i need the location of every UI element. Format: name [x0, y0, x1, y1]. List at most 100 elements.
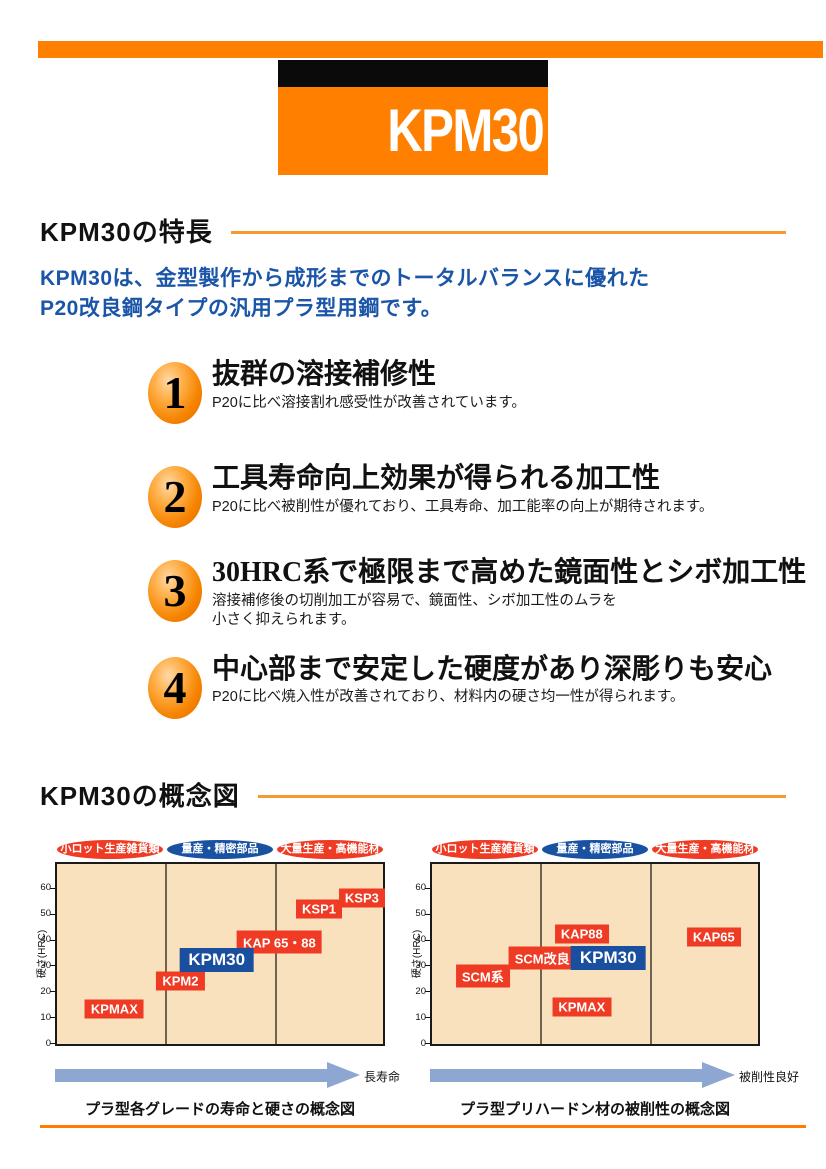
grade-label-KPMAX: KPMAX: [84, 999, 144, 1019]
top-accent-bar: [38, 41, 823, 58]
zone-divider-2: [650, 864, 652, 1044]
feature-item-2: 2 工具寿命向上効果が得られる加工性 P20に比べ被削性が優れており、工具寿命、…: [148, 462, 810, 528]
zone-oval-2: 量産・精密部品: [542, 840, 648, 859]
zone-oval-3: 大量生産・高機能材: [277, 840, 383, 859]
y-tick-label-60: 60: [415, 882, 426, 894]
y-axis-title: 硬さ(HRC): [37, 929, 48, 979]
y-tick-mark-0: [425, 1043, 430, 1044]
y-tick-mark-10: [50, 1017, 55, 1019]
diagrams-heading-rule: [257, 795, 786, 798]
brand-block: KPM30: [278, 60, 548, 175]
number-badge-1: 1: [148, 362, 202, 424]
y-tick-mark-20: [425, 991, 430, 993]
y-tick-mark-30: [425, 965, 430, 967]
grade-label-KPM30: KPM30: [179, 948, 255, 973]
feature-text-3: 30HRC系で極限まで高めた鏡面性とシボ加工性 溶接補修後の切削加工が容易で、鏡…: [212, 556, 806, 631]
feature-item-3: 3 30HRC系で極限まで高めた鏡面性とシボ加工性 溶接補修後の切削加工が容易で…: [148, 556, 810, 631]
y-tick-label-10: 10: [40, 1011, 51, 1023]
chart-caption: プラ型各グレードの寿命と硬さの概念図: [84, 1101, 355, 1118]
y-tick-mark-50: [425, 913, 430, 915]
features-heading-text: KPM30の特長: [40, 217, 213, 247]
feature-desc-3-line1: 溶接補修後の切削加工が容易で、鏡面性、シボ加工性のムラを: [212, 592, 617, 609]
feature-title-2: 工具寿命向上効果が得られる加工性: [212, 463, 661, 494]
y-tick-mark-60: [425, 887, 430, 889]
grade-label-SCM改良: SCM改良: [508, 946, 576, 970]
feature-text-2: 工具寿命向上効果が得られる加工性 P20に比べ被削性が優れており、工具寿命、加工…: [212, 462, 713, 517]
feature-item-1: 1 抜群の溶接補修性 P20に比べ溶接割れ感受性が改善されています。: [148, 358, 810, 424]
x-arrow-label: 長寿命: [364, 1070, 401, 1084]
y-tick-label-20: 20: [40, 985, 51, 997]
y-tick-label-40: 40: [415, 934, 426, 946]
y-tick-mark-50: [50, 913, 55, 915]
chart-caption: プラ型プリハードン材の被削性の概念図: [459, 1101, 730, 1118]
number-badge-2: 2: [148, 466, 202, 528]
y-tick-label-50: 50: [415, 908, 426, 920]
x-arrow-label: 被削性良好: [739, 1070, 800, 1084]
y-tick-label-30: 30: [40, 959, 51, 971]
number-1: 1: [163, 367, 187, 418]
zone-oval-3: 大量生産・高機能材: [652, 840, 758, 859]
number-3: 3: [163, 565, 187, 616]
lead-paragraph: KPM30は、金型製作から成形までのトータルバランスに優れた P20改良鋼タイプ…: [40, 264, 650, 325]
feature-title-4: 中心部まで安定した硬度があり深彫りも安心: [212, 653, 773, 685]
grade-label-KPM30: KPM30: [570, 945, 646, 970]
y-tick-mark-0: [50, 1043, 55, 1044]
zone-oval-1: 小ロット生産雑貨類: [57, 840, 163, 859]
y-tick-mark-60: [50, 887, 55, 889]
feature-desc-4: P20に比べ焼入性が改善されており、材料内の硬さ均一性が得られます。: [212, 689, 685, 706]
x-arrow-head-icon: [702, 1062, 735, 1088]
grade-label-KSP1: KSP1: [296, 899, 342, 919]
features-heading-rule: [230, 231, 786, 234]
brand-orange-box: KPM30: [278, 87, 548, 175]
y-tick-mark-30: [50, 965, 55, 967]
grade-label-SCM系: SCM系: [455, 964, 510, 988]
feature-desc-1: P20に比べ溶接割れ感受性が改善されています。: [212, 394, 526, 411]
bottom-accent-rule: [40, 1125, 806, 1128]
y-tick-mark-20: [50, 991, 55, 993]
feature-text-4: 中心部まで安定した硬度があり深彫りも安心 P20に比べ焼入性が改善されており、材…: [212, 653, 772, 708]
grade-label-KPMAX: KPMAX: [552, 997, 612, 1017]
number-badge-3: 3: [148, 560, 202, 622]
zone-divider-1: [165, 864, 167, 1044]
feature-desc-3-line2: 小さく抑えられます。: [212, 612, 356, 629]
grade-label-KAP65: KAP65: [686, 927, 741, 947]
number-2: 2: [163, 471, 187, 522]
number-badge-4: 4: [148, 656, 202, 719]
y-tick-label-0: 0: [420, 1037, 426, 1049]
grade-label-KAP65・88: KAP 65・88: [237, 930, 322, 954]
machinability-chart: 小ロット生産雑貨類 量産・精密部品 大量生産・高機能材 0 10 20 30 40 50 60 硬さ…: [405, 838, 805, 1138]
y-tick-label-30: 30: [415, 959, 426, 971]
feature-desc-2: P20に比べ被削性が優れており、工具寿命、加工能率の向上が期待されます。: [212, 498, 714, 515]
lead-line-1: KPM30は、金型製作から成形までのトータルバランスに優れた: [40, 267, 650, 290]
feature-title-1: 抜群の溶接補修性: [212, 359, 437, 390]
x-arrow-head-icon: [327, 1062, 360, 1088]
y-tick-label-60: 60: [40, 882, 51, 894]
brand-black-tab: [278, 60, 548, 87]
lifetime-hardness-chart: 小ロット生産雑貨類 量産・精密部品 大量生産・高機能材 0 10 20 30 40 50 60 硬さ…: [30, 838, 430, 1138]
y-axis-title: 硬さ(HRC): [412, 929, 423, 979]
features-section-heading: KPM30の特長: [40, 212, 786, 249]
feature-text-1: 抜群の溶接補修性 P20に比べ溶接割れ感受性が改善されています。: [212, 358, 526, 413]
feature-title-3: 30HRC系で極限まで高めた鏡面性とシボ加工性: [212, 557, 807, 588]
y-tick-label-0: 0: [45, 1037, 51, 1049]
grade-label-KSP3: KSP3: [338, 888, 385, 908]
grade-label-KAP88: KAP88: [554, 924, 609, 944]
zone-divider-2: [275, 864, 277, 1044]
feature-item-4: 4 中心部まで安定した硬度があり深彫りも安心 P20に比べ焼入性が改善されており…: [148, 653, 810, 719]
y-tick-mark-10: [425, 1017, 430, 1019]
x-arrow-body: [55, 1069, 327, 1082]
diagrams-heading-text: KPM30の概念図: [40, 781, 240, 811]
lead-line-2: P20改良鋼タイプの汎用プラ型用鋼です。: [40, 297, 443, 321]
y-tick-label-10: 10: [415, 1011, 426, 1023]
y-tick-label-40: 40: [40, 934, 51, 946]
features-list: 1 抜群の溶接補修性 P20に比べ溶接割れ感受性が改善されています。 2 工具寿…: [148, 358, 810, 719]
y-tick-label-20: 20: [415, 985, 426, 997]
brand-title: KPM30: [387, 97, 545, 164]
zone-oval-1: 小ロット生産雑貨類: [432, 840, 538, 859]
number-4: 4: [163, 661, 187, 713]
y-tick-mark-40: [50, 939, 55, 941]
diagrams-section-heading: KPM30の概念図: [40, 776, 786, 813]
y-tick-mark-40: [425, 939, 430, 941]
x-arrow-body: [430, 1069, 702, 1082]
